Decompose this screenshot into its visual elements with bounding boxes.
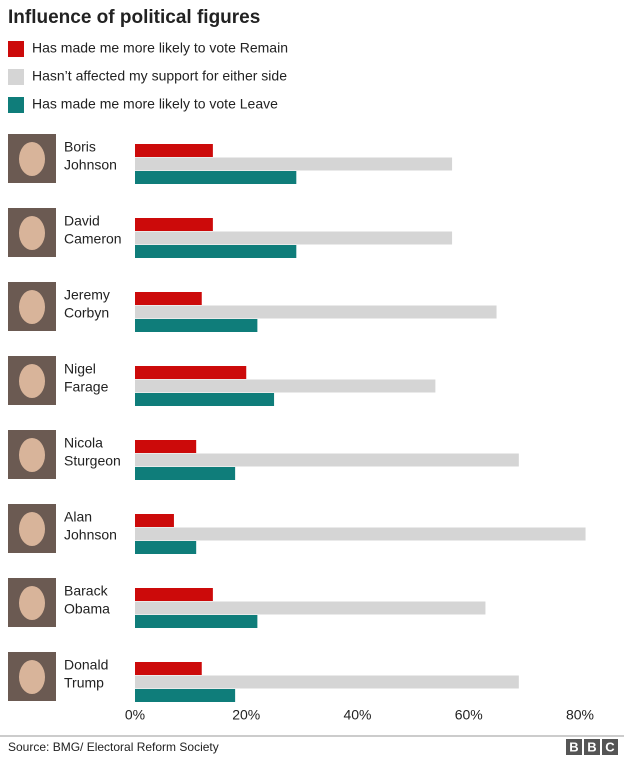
bar [135, 440, 197, 453]
bar [135, 379, 436, 393]
bar [135, 601, 486, 615]
category-label: Trump [64, 675, 104, 691]
bar [135, 615, 258, 628]
bar [135, 231, 453, 245]
chart-title: Influence of political figures [8, 7, 260, 28]
category-label: Boris [64, 139, 96, 155]
category-label: Cameron [64, 231, 122, 247]
legend-label: Hasn’t affected my support for either si… [32, 68, 287, 84]
portrait-face [19, 438, 45, 472]
category-label: Nigel [64, 361, 96, 377]
legend-swatch [8, 97, 24, 113]
logo-letter: B [569, 739, 578, 754]
logo-box [566, 739, 582, 755]
portrait-face [19, 142, 45, 176]
category-label: Donald [64, 657, 108, 673]
portrait-face [19, 290, 45, 324]
x-tick-label: 40% [343, 707, 371, 723]
bar [135, 514, 174, 527]
bar [135, 305, 497, 319]
source: Source: BMG/ Electoral Reform Society [8, 740, 219, 754]
bar [135, 292, 202, 305]
bar [135, 319, 258, 332]
category-label: Obama [64, 601, 110, 617]
x-tick-label: 80% [566, 707, 594, 723]
bar [135, 675, 519, 689]
category-label: Alan [64, 509, 92, 525]
logo-box [584, 739, 600, 755]
category-label: Johnson [64, 157, 117, 173]
legend-label: Has made me more likely to vote Leave [32, 96, 278, 112]
category-label: Farage [64, 379, 109, 395]
bar [135, 393, 275, 406]
x-tick-label: 20% [232, 707, 260, 723]
portrait-face [19, 364, 45, 398]
bar [135, 157, 453, 171]
category-label: Corbyn [64, 305, 109, 321]
logo-letter: B [587, 739, 596, 754]
bar [135, 144, 213, 157]
bar [135, 662, 202, 675]
bar [135, 588, 213, 601]
category-label: Johnson [64, 527, 117, 543]
bar [135, 453, 519, 467]
x-tick-label: 0% [125, 707, 145, 723]
bar [135, 541, 197, 554]
bar [135, 218, 213, 231]
category-label: Sturgeon [64, 453, 121, 469]
legend-swatch [8, 69, 24, 85]
portrait-face [19, 216, 45, 250]
bar [135, 171, 297, 184]
logo-letter: C [605, 739, 615, 754]
bar [135, 527, 586, 541]
bar [135, 245, 297, 258]
portrait-face [19, 586, 45, 620]
category-label: Barack [64, 583, 109, 599]
category-label: David [64, 213, 100, 229]
portrait-face [19, 660, 45, 694]
category-label: Jeremy [64, 287, 110, 303]
bar [135, 689, 236, 702]
bar [135, 366, 247, 379]
legend-label: Has made me more likely to vote Remain [32, 40, 288, 56]
x-tick-label: 60% [455, 707, 483, 723]
portrait-face [19, 512, 45, 546]
category-label: Nicola [64, 435, 103, 451]
bar [135, 467, 236, 480]
legend-swatch [8, 41, 24, 57]
logo-box [602, 739, 618, 755]
